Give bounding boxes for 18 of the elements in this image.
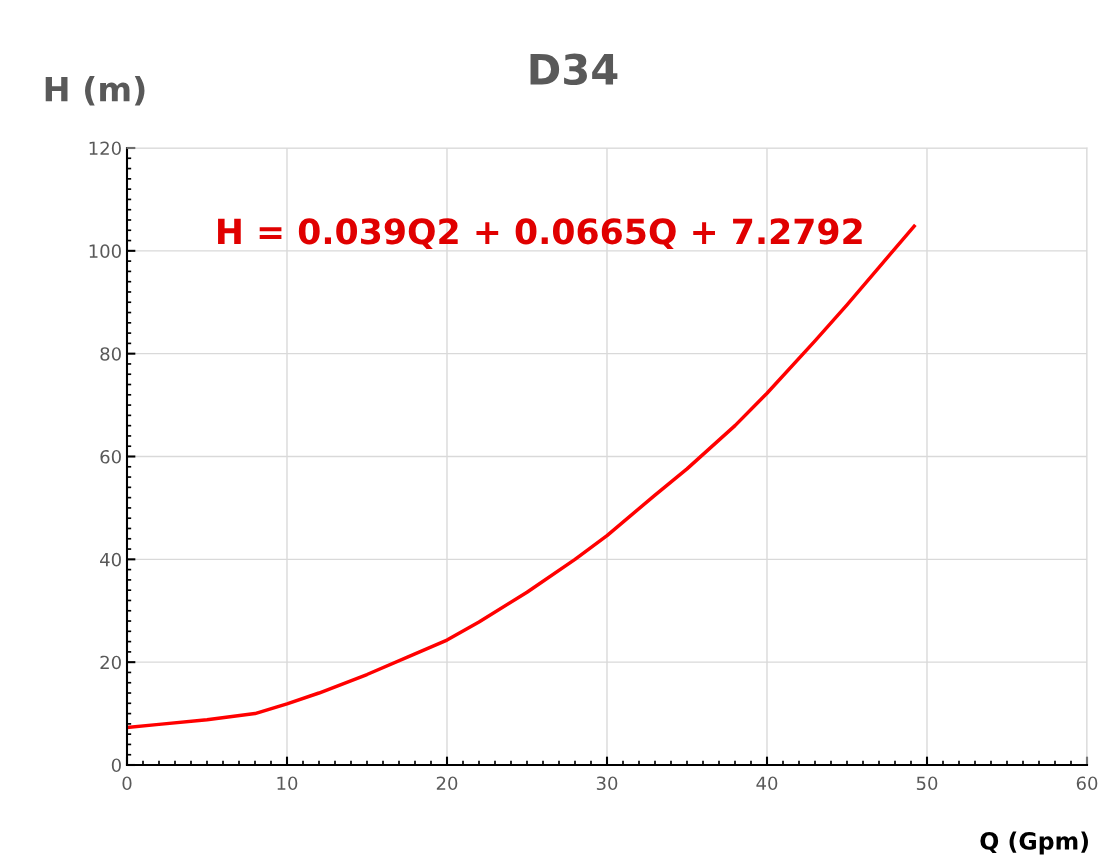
x-tick-label: 20 xyxy=(436,776,458,791)
x-tick-label: 0 xyxy=(122,776,132,791)
annotation: H = 0.039Q2 + 0.0665Q + 7.2792 xyxy=(218,218,862,250)
y-tick-label: 40 xyxy=(100,552,121,567)
y-tick-label: 20 xyxy=(100,655,121,670)
x-tick-label: 10 xyxy=(277,776,298,791)
y-axis-title: H (m) xyxy=(45,75,145,106)
y-tick-label: 100 xyxy=(89,244,121,258)
x-tick-label: 30 xyxy=(596,776,618,791)
x-tick-label: 40 xyxy=(756,776,778,791)
x-tick-label: 50 xyxy=(916,776,938,791)
y-tick-label: 80 xyxy=(100,347,121,361)
y-tick-label: 60 xyxy=(100,449,121,464)
y-tick-label: 0 xyxy=(111,758,121,773)
x-axis-title: Q (Gpm) xyxy=(980,831,1088,855)
y-tick-label: 120 xyxy=(89,141,121,156)
x-tick-label: 60 xyxy=(1076,776,1098,791)
chart-title: D34 xyxy=(530,53,618,86)
